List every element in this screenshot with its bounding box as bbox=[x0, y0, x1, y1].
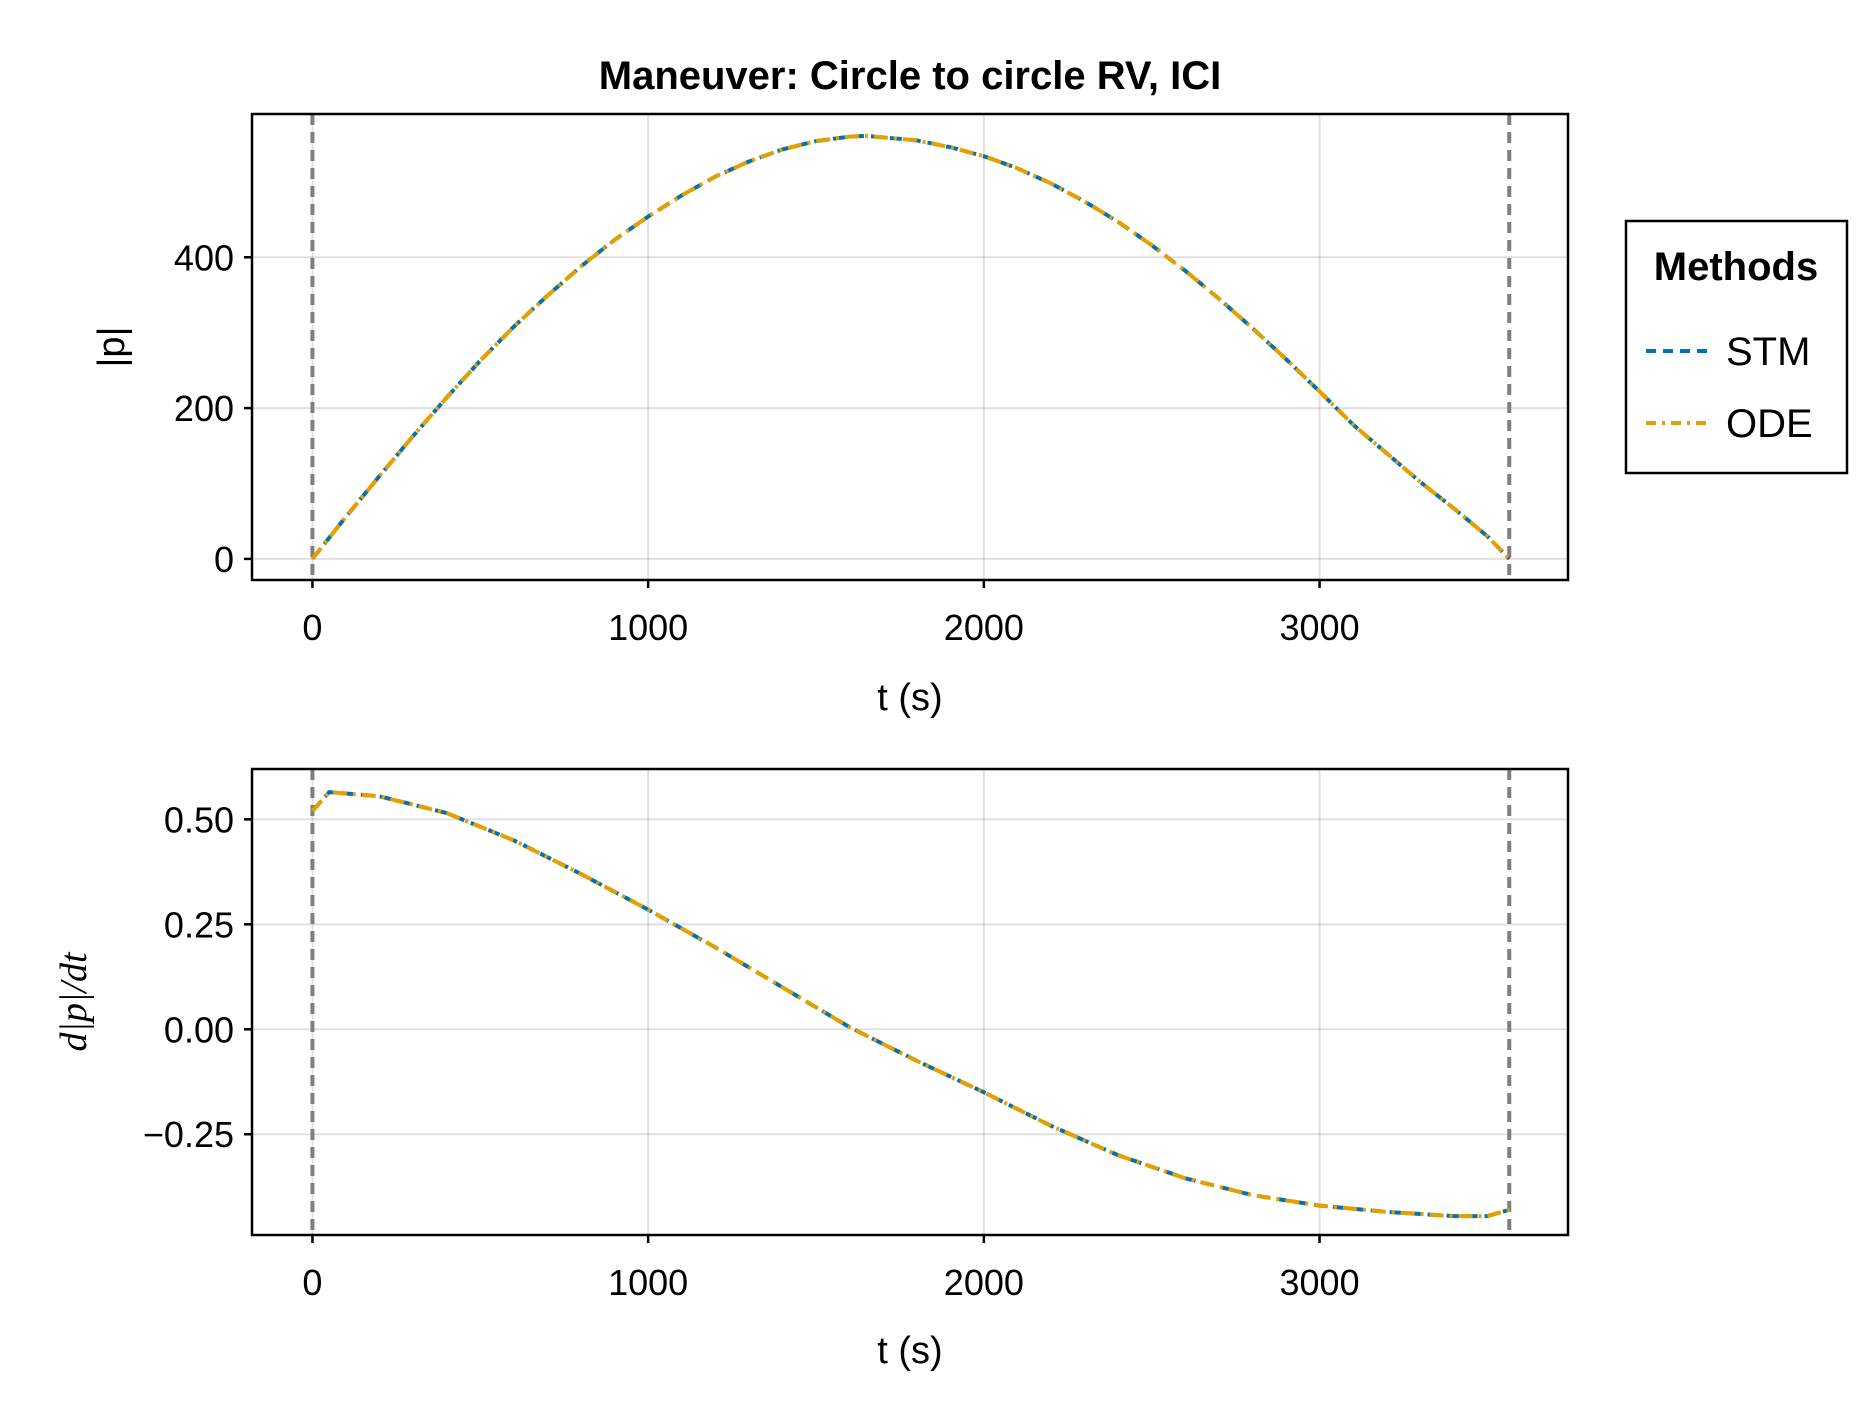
top-grid bbox=[252, 114, 1568, 580]
y-tick-label: 200 bbox=[174, 388, 234, 429]
x-tick-label: 2000 bbox=[944, 607, 1024, 648]
top-axes-frame bbox=[250, 112, 1570, 582]
x-tick-label: 0 bbox=[302, 1262, 322, 1303]
bottom-plot-panel: 0 1000 2000 3000 −0.25 0.00 0.25 0.50 t (s) d|p… bbox=[53, 767, 1570, 1372]
top-series-layer bbox=[310, 133, 1511, 561]
x-tick-label: 0 bbox=[302, 607, 322, 648]
top-ticks: 0 1000 2000 3000 0 200 400 bbox=[174, 237, 1360, 648]
bottom-x-axis-label: t (s) bbox=[877, 1330, 942, 1372]
top-plot-panel: Maneuver: Circle to circle RV, ICI 0 1000… bbox=[91, 54, 1570, 719]
legend-label-stm: STM bbox=[1726, 330, 1810, 374]
bottom-grid bbox=[252, 769, 1568, 1235]
top-x-axis-label: t (s) bbox=[877, 677, 942, 719]
x-tick-label: 3000 bbox=[1280, 607, 1360, 648]
legend: Methods STM ODE bbox=[1624, 219, 1849, 475]
x-tick-label: 1000 bbox=[608, 1262, 688, 1303]
bottom-axes-frame bbox=[250, 767, 1570, 1237]
y-tick-label: 0 bbox=[214, 539, 234, 580]
legend-label-ode: ODE bbox=[1726, 402, 1813, 446]
top-reference-lines bbox=[310, 114, 1512, 580]
series-line-stm bbox=[310, 790, 1510, 1219]
chart-title: Maneuver: Circle to circle RV, ICI bbox=[599, 54, 1221, 98]
y-tick-label: −0.25 bbox=[143, 1114, 234, 1155]
y-tick-label: 0.00 bbox=[164, 1009, 234, 1050]
y-tick-label: 0.50 bbox=[164, 799, 234, 840]
legend-title: Methods bbox=[1654, 245, 1818, 289]
y-tick-label: 0.25 bbox=[164, 904, 234, 945]
x-tick-label: 1000 bbox=[608, 607, 688, 648]
top-y-axis-label: |p| bbox=[91, 327, 133, 368]
bottom-series-layer bbox=[310, 790, 1510, 1219]
legend-frame bbox=[1624, 219, 1849, 475]
series-line-ode bbox=[310, 790, 1510, 1219]
series-line-stm bbox=[310, 133, 1511, 561]
y-tick-label: 400 bbox=[174, 237, 234, 278]
bottom-y-axis-label: d|p|/dt bbox=[53, 951, 95, 1051]
x-tick-label: 3000 bbox=[1280, 1262, 1360, 1303]
bottom-reference-lines bbox=[310, 769, 1512, 1235]
x-tick-label: 2000 bbox=[944, 1262, 1024, 1303]
bottom-ticks: 0 1000 2000 3000 −0.25 0.00 0.25 0.50 bbox=[143, 799, 1360, 1303]
